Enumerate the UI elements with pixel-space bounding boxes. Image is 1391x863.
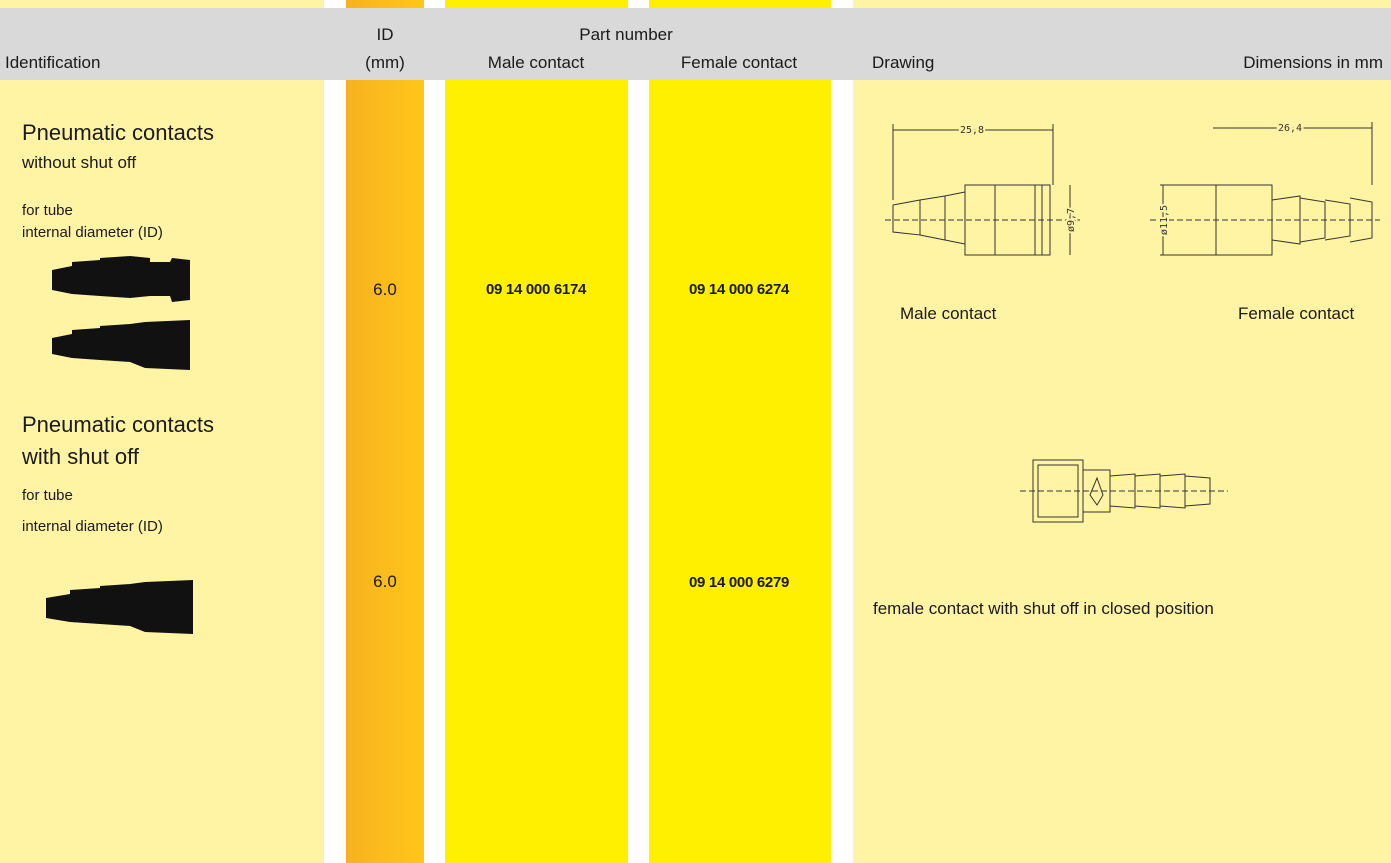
drawing-caption: Male contact	[900, 304, 997, 323]
drawing-caption: female contact with shut off in closed p…	[873, 599, 1214, 618]
product-photo	[46, 256, 193, 634]
row-title: Pneumatic contacts	[22, 412, 214, 437]
header-part-number: Part number	[579, 25, 673, 44]
row-subtitle: for tube	[22, 202, 73, 219]
header-identification: Identification	[5, 53, 101, 72]
id-column	[346, 0, 424, 863]
id-value: 6.0	[373, 280, 397, 299]
drawing-column	[853, 0, 1391, 863]
row-title: Pneumatic contacts	[22, 120, 214, 145]
row-subtitle: internal diameter (ID)	[22, 518, 163, 535]
header-female: Female contact	[680, 53, 798, 72]
part-number: 09 14 000 6279	[688, 574, 790, 591]
part-number: 09 14 000 6274	[688, 281, 790, 298]
female-column	[649, 0, 831, 863]
technical-drawing	[885, 122, 1380, 523]
part-number: 09 14 000 6174	[485, 281, 587, 298]
drawing-caption: Female contact	[1238, 304, 1355, 323]
row-subtitle: internal diameter (ID)	[22, 224, 163, 241]
ident-column	[0, 0, 324, 863]
dimension-label: ø11,5	[1159, 205, 1170, 235]
header-id: ID	[376, 25, 394, 44]
dimension-label: 25,8	[960, 125, 984, 136]
header-band	[0, 8, 1391, 80]
id-value: 6.0	[373, 572, 397, 591]
row-title: with shut off	[22, 444, 139, 469]
header-male: Male contact	[487, 53, 585, 72]
dimension-label: 26,4	[1278, 123, 1302, 134]
row-subtitle: for tube	[22, 487, 73, 504]
header-dimensions: Dimensions in mm	[1243, 53, 1383, 72]
header-drawing: Drawing	[872, 53, 935, 72]
row-title: without shut off	[22, 153, 137, 172]
dimension-label: ø9,7	[1066, 208, 1077, 232]
header-id-unit: (mm)	[365, 53, 405, 72]
male-column	[445, 0, 628, 863]
